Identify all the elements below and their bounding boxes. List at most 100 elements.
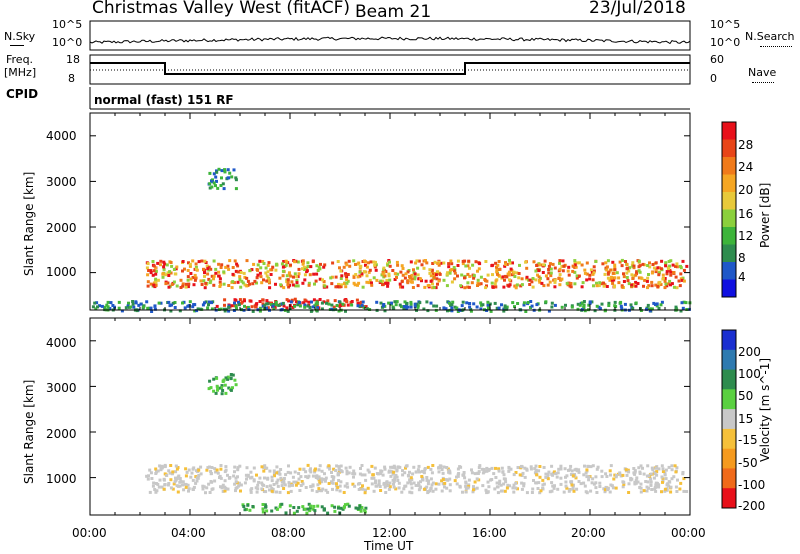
scatter-cell <box>362 270 366 274</box>
scatter-cell <box>193 278 197 282</box>
scatter-cell <box>338 266 341 270</box>
scatter-cell <box>485 284 488 288</box>
scatter-cell <box>507 270 511 274</box>
scatter-cell <box>607 301 611 305</box>
scatter-cell <box>381 279 385 283</box>
scatter-cell <box>256 483 260 487</box>
scatter-cell <box>307 474 311 478</box>
scatter-cell <box>406 270 410 274</box>
scatter-cell <box>644 480 648 483</box>
scatter-cell <box>312 272 316 276</box>
scatter-cell <box>472 274 476 277</box>
scatter-cell <box>442 261 446 265</box>
scatter-cell <box>288 504 292 508</box>
scatter-cell <box>479 301 483 305</box>
scatter-cell <box>231 373 235 377</box>
scatter-cell <box>210 301 213 305</box>
scatter-cell <box>550 305 554 309</box>
scatter-cell <box>512 483 516 487</box>
scatter-cell <box>574 265 578 269</box>
scatter-cell <box>546 277 550 281</box>
power-axis-ticks <box>89 113 691 310</box>
scatter-cell <box>153 307 157 311</box>
scatter-cell <box>374 484 378 488</box>
scatter-cell <box>605 268 609 272</box>
scatter-cell <box>268 484 272 488</box>
scatter-cell <box>368 268 372 272</box>
noise-panel-frame <box>89 20 691 51</box>
scatter-cell <box>409 260 413 264</box>
scatter-cell <box>654 283 658 287</box>
scatter-cell <box>617 281 621 285</box>
scatter-cell <box>567 265 571 269</box>
scatter-cell <box>631 277 635 280</box>
scatter-cell <box>233 304 236 308</box>
scatter-cell <box>500 466 504 470</box>
scatter-cell <box>209 469 213 473</box>
scatter-cell <box>384 281 388 285</box>
scatter-cell <box>397 486 401 490</box>
scatter-cell <box>588 277 592 281</box>
scatter-cell <box>576 307 580 311</box>
scatter-cell <box>578 303 582 307</box>
scatter-cell <box>333 299 337 303</box>
scatter-cell <box>162 260 166 264</box>
scatter-cell <box>307 502 311 506</box>
scatter-cell <box>212 283 216 287</box>
scatter-cell <box>228 259 232 263</box>
scatter-cell <box>476 269 479 273</box>
scatter-cell <box>346 279 350 283</box>
scatter-cell <box>317 265 321 269</box>
scatter-cell <box>444 478 448 482</box>
scatter-cell <box>236 270 240 274</box>
scatter-cell <box>569 480 573 484</box>
scatter-cell <box>567 468 570 472</box>
scatter-cell <box>556 471 560 475</box>
scatter-cell <box>335 304 339 307</box>
scatter-cell <box>147 306 151 310</box>
scatter-cell <box>486 306 490 310</box>
scatter-cell <box>301 281 305 285</box>
scatter-cell <box>167 300 171 304</box>
scatter-cell <box>681 259 685 263</box>
scatter-cell <box>547 309 551 313</box>
scatter-cell <box>536 273 539 277</box>
scatter-cell <box>465 301 469 305</box>
scatter-cell <box>372 276 376 280</box>
scatter-cell <box>643 278 647 282</box>
scatter-cell <box>406 279 410 283</box>
scatter-cell <box>517 272 521 275</box>
scatter-cell <box>547 271 551 275</box>
scatter-cell <box>95 301 99 305</box>
colorbar-swatch <box>722 209 736 228</box>
scatter-cell <box>156 278 160 282</box>
scatter-cell <box>431 262 435 265</box>
scatter-cell <box>357 482 360 486</box>
scatter-cell <box>544 300 548 304</box>
scatter-cell <box>413 275 417 279</box>
scatter-cell <box>434 487 438 491</box>
scatter-cell <box>366 307 370 311</box>
scatter-cell <box>639 464 643 468</box>
scatter-cell <box>550 301 554 305</box>
scatter-cell <box>178 480 182 484</box>
scatter-cell <box>533 467 537 471</box>
scatter-cell <box>379 472 383 476</box>
scatter-cell <box>544 475 548 479</box>
scatter-cell <box>306 507 310 511</box>
scatter-cell <box>296 260 300 264</box>
scatter-cell <box>379 469 383 473</box>
scatter-cell <box>385 279 389 282</box>
scatter-cell <box>286 280 290 284</box>
scatter-cell <box>523 466 527 470</box>
scatter-cell <box>169 309 173 313</box>
power-ytick-4000: 4000 <box>46 129 77 143</box>
scatter-cell <box>590 271 594 274</box>
scatter-cell <box>226 375 230 379</box>
scatter-cell <box>98 304 101 308</box>
scatter-cell <box>340 274 344 278</box>
scatter-cell <box>208 182 212 186</box>
scatter-cell <box>400 490 404 494</box>
scatter-cell <box>657 266 661 270</box>
scatter-cell <box>661 277 665 281</box>
